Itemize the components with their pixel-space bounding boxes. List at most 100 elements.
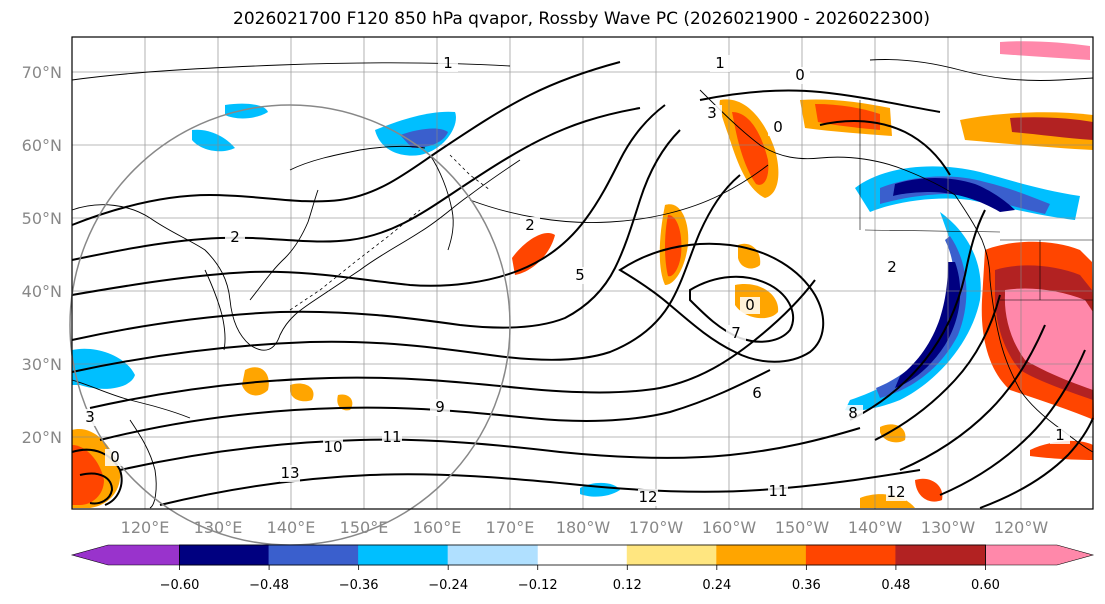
positive-anomaly-sea-1 (1000, 41, 1090, 60)
contour-line (71, 107, 641, 261)
colorbar-tick-label: −0.48 (249, 578, 289, 593)
contour-value-label: 0 (795, 66, 805, 84)
contour-line (819, 119, 951, 176)
contour-line (99, 369, 771, 441)
contour-label-bg (726, 325, 746, 342)
contour-line (849, 209, 986, 421)
colorbar-swatch (447, 544, 539, 566)
japan-coast (249, 189, 319, 301)
contour-value-label: 1 (1055, 426, 1065, 444)
contour-value-label: 12 (886, 483, 905, 501)
contour-value-label: 11 (768, 482, 787, 500)
contour-value-label: 0 (745, 296, 755, 314)
contour-value-label: 2 (230, 228, 240, 246)
contour-line (618, 242, 825, 363)
contour-label-bg (323, 439, 343, 456)
korea-coast (204, 269, 226, 351)
colorbar-tick-label: 0.60 (971, 578, 1000, 593)
us-borders (1000, 239, 1093, 301)
contour-label-bg (570, 267, 590, 284)
contour-value-label: 1 (443, 54, 453, 72)
contour-line (89, 279, 816, 409)
negative-anomaly-phil (72, 348, 135, 389)
contour-label-bg (520, 217, 540, 234)
contour-value-label: 10 (323, 438, 342, 456)
colorbar-swatch (985, 544, 1095, 566)
colorbar-swatch (268, 544, 360, 566)
contour-line (71, 174, 741, 373)
contour-label-bg (382, 429, 402, 446)
contour-line (899, 324, 1046, 471)
contour-line (979, 417, 1094, 509)
int-dateline-dash (289, 209, 421, 311)
positive-anomaly-east-2 (860, 494, 915, 508)
contour-label-bg (80, 409, 100, 426)
contour-value-label: 2 (525, 216, 535, 234)
latitude-label: 20°N (22, 428, 62, 447)
contour-label-bg (886, 484, 906, 501)
contour-label-bg (882, 259, 902, 276)
contour-value-label: 8 (848, 404, 858, 422)
colorbar-swatch (537, 545, 628, 565)
contour-value-label: 0 (773, 118, 783, 136)
contour-line (939, 349, 1086, 496)
alaska-coast (699, 89, 956, 196)
longitude-label: 140°E (267, 518, 316, 537)
colorbar-tick-label: −0.60 (160, 578, 200, 593)
colorbar: −0.60 −0.48 −0.36 −0.24 −0.12 0.12 0.24 0.36 0.4… (70, 544, 1095, 593)
contour-line (71, 448, 123, 506)
contour-line (689, 275, 795, 343)
contour-value-label: 11 (382, 428, 401, 446)
contour-value-label: 0 (110, 448, 120, 466)
contour-label-bg (438, 55, 458, 72)
positive-anomaly-trop-2 (880, 424, 906, 443)
latitude-label: 40°N (22, 282, 62, 301)
colorbar-swatch (626, 544, 718, 566)
contour-line (71, 104, 666, 296)
map-frame (71, 36, 1094, 510)
contour-label-bg (843, 405, 863, 422)
longitude-label: 160°W (702, 518, 757, 537)
kamchatka-coast (429, 154, 454, 251)
latitude-label: 50°N (22, 209, 62, 228)
contour-line (159, 469, 921, 506)
contour-value-label: 7 (731, 324, 741, 342)
colorbar-tick-label: −0.12 (518, 578, 558, 593)
longitude-label: 130°E (194, 518, 243, 537)
contour-value-label: 2 (887, 258, 897, 276)
longitude-label: 130°W (921, 518, 976, 537)
height-contours (71, 61, 1094, 509)
colorbar-tick-label: −0.24 (428, 578, 468, 593)
colorbar-swatch (716, 544, 807, 566)
colorbar-tick-label: 0.48 (881, 578, 910, 593)
longitude-label: 170°E (486, 518, 535, 537)
latitude-labels: 70°N 60°N 50°N 40°N 30°N 20°N (22, 63, 62, 447)
contour-label-bg (105, 449, 125, 466)
map-title: 2026021700 F120 850 hPa qvapor, Rossby W… (233, 9, 930, 29)
contour-value-label: 12 (638, 488, 657, 506)
hudson-coast (869, 59, 1094, 81)
positive-anomaly-east-1 (915, 478, 943, 502)
contour-line (71, 129, 681, 341)
colorbar-tick-label: −0.36 (339, 578, 379, 593)
contour-value-label: 3 (707, 104, 717, 122)
positive-anomaly-central-1-core (665, 215, 682, 277)
bc-coast (954, 194, 991, 281)
latitude-label: 60°N (22, 136, 62, 155)
positive-anomaly-small-2 (290, 383, 314, 402)
longitude-label: 140°W (848, 518, 903, 537)
contour-line (874, 294, 1001, 441)
negative-anomaly-siberia-1 (225, 103, 268, 119)
positive-anomaly-kamchatka (512, 232, 555, 275)
coastlines (71, 59, 1094, 509)
contour-label-bg (280, 465, 300, 482)
latitude-label: 30°N (22, 355, 62, 374)
contour-label-bg (740, 297, 760, 314)
asia-coast (71, 159, 521, 351)
positive-anomaly-scs-core (72, 445, 104, 505)
contour-label-bg (790, 67, 810, 84)
colorbar-swatch (179, 544, 270, 566)
dateline-dash-2 (449, 154, 491, 191)
